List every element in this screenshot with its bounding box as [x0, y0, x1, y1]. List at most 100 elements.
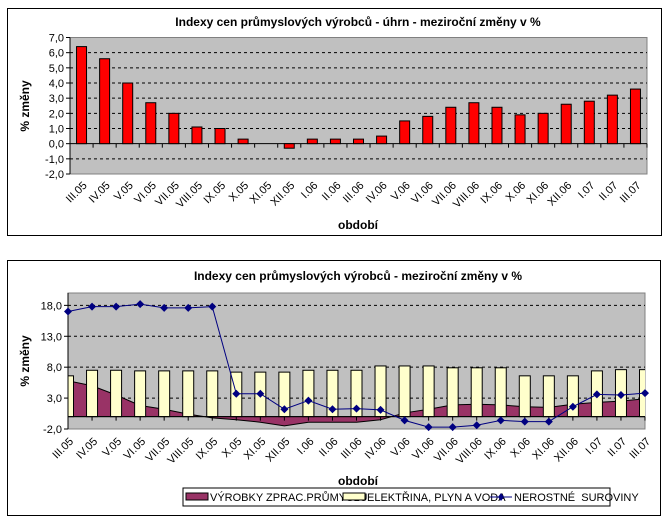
- chart-1-bar: [237, 138, 249, 145]
- chart-1-xtick-label: IX.05: [201, 180, 228, 207]
- chart-1-xlabel: období: [338, 218, 379, 232]
- chart-2-line-marker: [232, 389, 241, 398]
- chart-1-bar: [583, 100, 595, 145]
- chart-1-bar: [376, 135, 388, 145]
- chart-2-line-marker: [472, 421, 481, 430]
- chart-1-xtick-label: XII.05: [269, 180, 298, 209]
- chart-1-ytick-label: 1,0: [49, 124, 64, 136]
- chart-1-bar: [168, 112, 180, 145]
- chart-2-line-marker: [376, 405, 385, 414]
- chart-2-line-marker: [400, 416, 409, 425]
- chart-2-xtick-label: V.06: [389, 436, 413, 460]
- chart-2-line-marker: [568, 402, 577, 411]
- chart-1-xtick-label: X.06: [504, 180, 528, 204]
- chart-1-ytick-label: -1,0: [45, 154, 64, 166]
- chart-2-line-marker: [328, 405, 337, 414]
- chart-1-bar: [468, 102, 480, 145]
- chart-2-bar: [302, 369, 315, 418]
- chart-2-bar: [68, 375, 74, 418]
- chart-1-bar: [329, 138, 341, 145]
- legend-label-2: NEROSTNÉ SUROVINY: [514, 491, 639, 504]
- chart-1-bar: [353, 138, 364, 145]
- chart-2-line-marker: [592, 390, 601, 399]
- chart-2-xlabel: období: [338, 474, 379, 488]
- chart-1-bar: [491, 106, 503, 145]
- chart-2-xtick-label: III.07: [627, 436, 653, 462]
- chart-2-line-marker: [256, 389, 265, 398]
- chart-2-xtick-label: III.05: [50, 436, 76, 462]
- chart-2-xtick-label: VIII.05: [165, 436, 196, 467]
- chart-1-bar: [191, 126, 203, 145]
- chart-2-xtick-label: XII.05: [264, 436, 293, 465]
- chart-2-bar: [518, 375, 531, 418]
- chart-2-bar: [158, 370, 171, 418]
- chart-2-xtick-label: II.07: [605, 436, 629, 460]
- chart-1-plot-area: [69, 37, 648, 175]
- chart-1-bar: [283, 143, 295, 149]
- chart-1-bar: [606, 94, 618, 145]
- chart-2-line-marker: [520, 417, 529, 426]
- chart-1-bar: [214, 128, 226, 145]
- chart-1-ytick-label: 6,0: [49, 48, 64, 60]
- legend-box: [182, 487, 611, 507]
- chart-2-xtick-label: IV.05: [74, 436, 100, 462]
- chart-1-bar: [399, 120, 411, 145]
- chart-2-xtick-label: IX.06: [482, 436, 509, 463]
- chart-1-xtick-label: IV.06: [364, 180, 390, 206]
- chart-2-bar: [134, 370, 147, 418]
- chart-1-bar: [560, 103, 572, 145]
- chart-1-ytick-label: 3,0: [49, 93, 64, 105]
- chart-2-line-marker: [88, 302, 97, 311]
- chart-2-bar: [542, 375, 555, 418]
- chart-2-ytick-label: 13,0: [41, 331, 62, 343]
- chart-2-xtick-label: III.06: [339, 436, 365, 462]
- chart-2-line-marker: [184, 303, 193, 312]
- chart-2-bar: [446, 367, 459, 418]
- chart-1-bar: [99, 58, 111, 145]
- legend-swatch-area: [185, 492, 209, 501]
- chart-1-xtick-label: V.05: [112, 180, 136, 204]
- chart-1-xtick-label: I.06: [299, 180, 320, 201]
- chart-2-line-marker: [641, 389, 649, 398]
- chart-2-xtick-label: XII.06: [552, 436, 581, 465]
- chart-2-ytick-label: 18,0: [41, 300, 62, 312]
- legend-diamond-icon: [498, 493, 504, 501]
- chart-1-xtick-label: III.06: [341, 180, 367, 206]
- chart-2-line-marker: [64, 307, 72, 316]
- legend-label-1: ELEKTŘINA, PLYN A VODA: [367, 491, 506, 504]
- chart-1-xtick-label: VIII.05: [174, 180, 205, 211]
- chart-2-line-marker: [448, 423, 457, 432]
- chart-1-ytick-label: -2,0: [45, 169, 64, 181]
- chart-2-line-marker: [496, 416, 505, 425]
- chart-1-xtick-label: IX.06: [478, 180, 505, 207]
- chart-1-xtick-label: X.05: [227, 180, 251, 204]
- chart-1-bar: [537, 112, 549, 145]
- chart-2-line-marker: [280, 405, 289, 414]
- chart-2-xtick-label: IV.06: [363, 436, 389, 462]
- legend-swatch-bar: [342, 492, 366, 501]
- chart-2-line-marker: [544, 417, 553, 426]
- chart-1-bar: [422, 115, 434, 145]
- chart-2-bar: [182, 370, 195, 418]
- chart-1-bar: [445, 106, 457, 145]
- chart-1-xtick-label: III.07: [618, 180, 644, 206]
- chart-2-xtick-label: VIII.06: [454, 436, 485, 467]
- chart-1-xtick-label: I.07: [576, 180, 597, 201]
- chart-2-ytick-label: -2,0: [43, 424, 62, 436]
- chart-1-xtick-label: IV.05: [87, 180, 113, 206]
- chart-2-bar: [494, 367, 507, 418]
- chart-1-xtick-label: III.05: [64, 180, 90, 206]
- chart-2-xtick-label: X.06: [508, 436, 532, 460]
- chart-1-bar: [514, 114, 526, 145]
- chart-2-xtick-label: V.05: [100, 436, 124, 460]
- chart-2-ytick-label: 8,0: [47, 362, 62, 374]
- chart-2-bar: [398, 365, 411, 418]
- chart-2-ytick-label: 3,0: [47, 393, 62, 405]
- chart-1-xtick-label: XII.06: [546, 180, 575, 209]
- chart-1-bar: [76, 46, 88, 145]
- chart-1-xtick-label: II.06: [320, 180, 344, 204]
- chart-1-ytick-label: 4,0: [49, 78, 64, 90]
- chart-2-bar: [86, 369, 99, 418]
- chart-2-line-marker: [160, 303, 169, 312]
